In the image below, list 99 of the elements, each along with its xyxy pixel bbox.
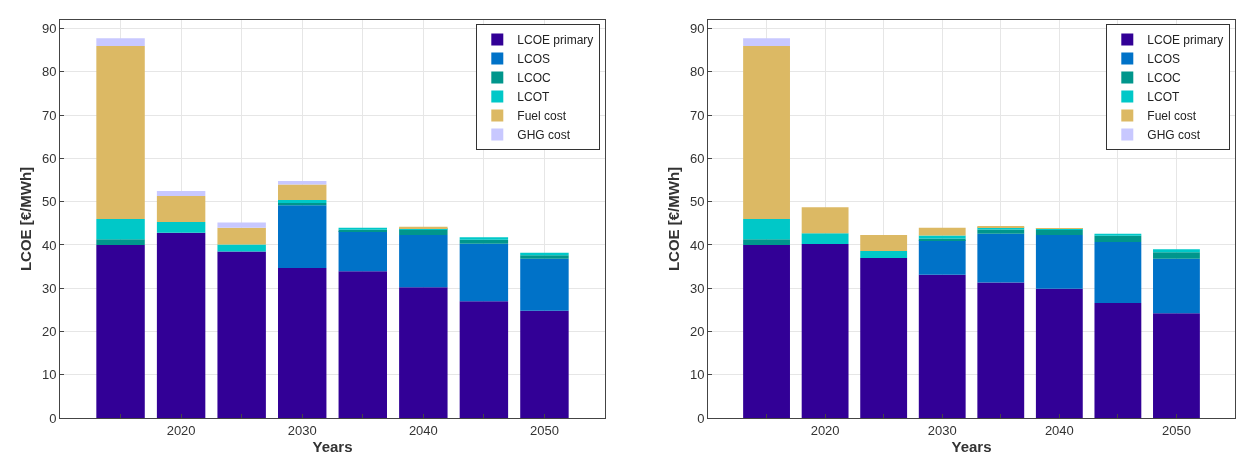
y-tick-label: 20 [41,324,57,340]
bar [399,287,448,418]
bar [459,243,509,302]
legend-label: GHG cost [517,128,571,143]
bar [459,237,509,240]
bar [1094,241,1142,303]
legend-label: Fuel cost [517,109,567,124]
bar [96,45,145,219]
legend-label: LCOT [1147,90,1180,105]
y-tick-label: 90 [689,21,705,37]
bar [278,199,327,203]
x-tick-label: 2030 [927,422,957,438]
bar [520,258,569,311]
bar [156,232,206,418]
bar [801,207,849,234]
y-tick-label: 0 [697,410,705,426]
legend-label: LCOC [1147,71,1181,86]
x-tick-label: 2020 [166,422,196,438]
bar [743,45,790,219]
bar [278,184,327,200]
y-tick-label: 10 [689,367,705,383]
x-tick-label: 2030 [287,422,317,438]
y-tick-label: 40 [41,237,57,253]
bar [96,219,145,240]
y-tick-label: 80 [689,64,705,80]
y-tick-label: 30 [41,280,57,296]
bar [156,222,206,233]
x-tick-label: 2050 [1161,422,1191,438]
y-tick-label: 20 [689,324,705,340]
bar [217,251,266,418]
y-axis-title: LCOE [€/MWh] [665,166,683,272]
y-tick-label: 60 [41,150,57,166]
bar [1153,313,1200,418]
bar [156,190,206,197]
bar [918,227,966,236]
bar [977,233,1025,283]
bar [217,222,266,228]
bar [96,244,145,418]
bar [743,239,790,245]
bar [278,205,327,268]
y-tick-label: 30 [689,280,705,296]
bar [1094,302,1142,418]
bar [743,38,790,46]
legend-label: GHG cost [1147,128,1201,143]
bar [918,240,966,275]
bar [743,219,790,240]
bar [1094,233,1142,236]
y-tick-label: 50 [689,194,705,210]
x-axis-title: Years [312,437,353,455]
legend-label: LCOS [517,52,550,67]
bar [156,196,206,223]
y-axis-title: LCOE [€/MWh] [17,166,35,272]
bar [278,267,327,418]
y-tick-label: 40 [689,237,705,253]
y-tick-label: 50 [41,194,57,210]
legend-label: LCOE primary [517,33,594,48]
x-tick-label: 2050 [529,422,559,438]
bar [1153,258,1200,314]
bar [459,239,509,244]
y-tick-label: 60 [689,150,705,166]
bar [1035,235,1083,289]
bar [520,310,569,418]
bar [977,282,1025,418]
x-tick-label: 2040 [1044,422,1074,438]
bar [918,274,966,418]
legend-label: LCOE primary [1147,33,1224,48]
x-tick-label: 2020 [810,422,840,438]
bar [860,235,908,252]
legend-label: LCOT [517,90,550,105]
bar [743,244,790,418]
y-tick-label: 80 [41,64,57,80]
bar [399,235,448,288]
legend-label: Fuel cost [1147,109,1197,124]
bar [96,239,145,245]
y-tick-label: 90 [41,21,57,37]
y-tick-label: 0 [49,410,57,426]
bar [217,227,266,245]
x-axis-title: Years [951,437,992,455]
bar [1035,288,1083,418]
bar [338,271,387,418]
bar [860,257,908,418]
bar [1153,252,1200,259]
y-tick-label: 70 [689,107,705,123]
y-tick-label: 10 [41,367,57,383]
bar [459,301,509,418]
bar [96,38,145,46]
bar [1094,235,1142,242]
bar [399,229,448,236]
bar [801,233,849,245]
bar [1035,229,1083,236]
legend-label: LCOC [517,71,551,86]
bar [338,231,387,272]
bar [860,251,908,258]
legend-label: LCOS [1147,52,1180,67]
bar [801,244,849,418]
bar [1153,249,1200,253]
x-tick-label: 2040 [408,422,438,438]
y-tick-label: 70 [41,107,57,123]
bar [977,229,1025,234]
